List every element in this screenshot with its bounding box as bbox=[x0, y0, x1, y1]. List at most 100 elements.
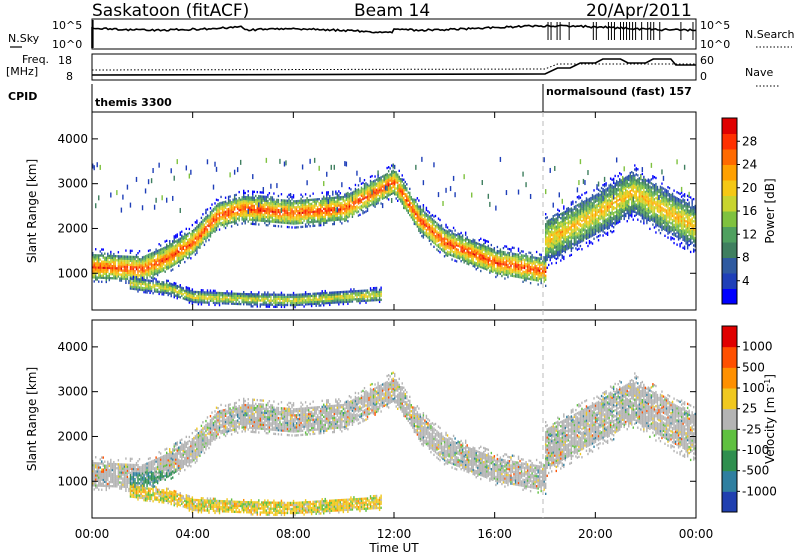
power-cell bbox=[212, 209, 215, 213]
power-cell bbox=[199, 295, 201, 298]
power-cell bbox=[256, 293, 258, 296]
power-cell bbox=[415, 223, 417, 226]
power-cell bbox=[236, 203, 239, 206]
power-cell bbox=[552, 249, 554, 252]
power-cell bbox=[469, 239, 471, 242]
power-cell bbox=[122, 263, 124, 266]
power-cell bbox=[246, 293, 248, 296]
power-cell bbox=[510, 266, 512, 269]
power-cell bbox=[362, 191, 364, 195]
power-cell bbox=[258, 217, 260, 220]
power-cell bbox=[318, 292, 320, 295]
power-cell bbox=[158, 257, 160, 260]
power-cell bbox=[350, 206, 352, 209]
power-cell bbox=[230, 302, 233, 305]
power-cell bbox=[389, 183, 391, 186]
power-cell bbox=[445, 253, 447, 257]
power-cell bbox=[345, 290, 348, 293]
power-cell bbox=[279, 301, 281, 305]
power-cell bbox=[286, 195, 289, 198]
power-cell bbox=[294, 202, 296, 205]
power-cell bbox=[173, 245, 175, 248]
power-cell bbox=[455, 238, 458, 241]
power-cell bbox=[194, 237, 197, 240]
power-cell bbox=[522, 264, 524, 267]
power-cell bbox=[543, 157, 545, 163]
power-cell bbox=[351, 215, 354, 218]
power-cell bbox=[372, 297, 375, 300]
power-cell bbox=[323, 207, 325, 211]
power-cell bbox=[229, 195, 231, 198]
power-cell bbox=[295, 301, 298, 305]
power-cell bbox=[463, 247, 465, 250]
power-cell bbox=[190, 295, 192, 299]
power-cell bbox=[546, 230, 548, 233]
power-cell bbox=[140, 288, 142, 291]
power-cell bbox=[194, 221, 197, 224]
power-cell bbox=[507, 265, 509, 269]
freq-unit-label: [MHz] bbox=[6, 65, 38, 78]
power-cell bbox=[537, 257, 539, 260]
power-cell bbox=[179, 241, 181, 244]
power-cell bbox=[493, 265, 496, 268]
power-cell bbox=[193, 240, 195, 244]
power-cell bbox=[353, 290, 355, 293]
power-cell bbox=[380, 286, 382, 289]
power-cell bbox=[184, 236, 186, 240]
power-cell bbox=[374, 181, 376, 184]
power-cell bbox=[368, 188, 370, 191]
power-cell bbox=[363, 187, 366, 190]
power-cell bbox=[466, 248, 468, 251]
power-cell bbox=[107, 268, 109, 272]
power-cell bbox=[529, 251, 532, 255]
power-cell bbox=[256, 190, 258, 194]
power-cell bbox=[348, 193, 351, 196]
power-cell bbox=[484, 247, 486, 250]
power-cell bbox=[316, 208, 319, 211]
power-cell bbox=[383, 188, 385, 191]
power-cell bbox=[318, 204, 320, 207]
power-cell bbox=[486, 240, 488, 243]
power-cell bbox=[297, 205, 299, 209]
power-cell bbox=[377, 193, 379, 197]
power-cell bbox=[368, 291, 370, 294]
power-cell bbox=[474, 239, 476, 242]
power-cell bbox=[212, 291, 215, 294]
power-cell bbox=[123, 269, 126, 272]
power-cell bbox=[238, 300, 240, 304]
power-cell bbox=[276, 216, 278, 220]
power-cell bbox=[318, 198, 320, 201]
power-cell bbox=[484, 239, 486, 242]
power-cell bbox=[335, 299, 337, 302]
power-cell bbox=[162, 281, 165, 284]
power-cell bbox=[380, 186, 382, 189]
power-cell bbox=[357, 198, 360, 201]
power-cell bbox=[264, 217, 266, 221]
power-cell bbox=[538, 273, 541, 276]
power-cell bbox=[359, 199, 361, 202]
power-cell bbox=[371, 174, 373, 178]
power-cell bbox=[212, 217, 215, 221]
power-cell bbox=[95, 248, 97, 251]
power-cell bbox=[212, 215, 215, 219]
power-cell bbox=[471, 258, 473, 261]
power-cell bbox=[341, 210, 343, 213]
power-cell bbox=[144, 271, 147, 274]
power-cell bbox=[243, 303, 245, 306]
power-cell bbox=[392, 179, 394, 183]
power-cell bbox=[437, 239, 440, 242]
power-cell bbox=[132, 257, 135, 261]
power-cell bbox=[555, 219, 557, 222]
power-cell bbox=[386, 178, 388, 182]
power-cell bbox=[241, 206, 243, 209]
power-cell bbox=[253, 299, 255, 302]
power-cell bbox=[235, 197, 237, 201]
power-cell bbox=[452, 238, 455, 242]
power-cell bbox=[552, 239, 554, 242]
power-cell bbox=[135, 282, 138, 285]
power-cell bbox=[261, 211, 263, 214]
power-cell bbox=[401, 198, 403, 201]
power-cell bbox=[477, 246, 479, 249]
power-cell bbox=[523, 254, 526, 258]
power-cell bbox=[129, 273, 132, 277]
